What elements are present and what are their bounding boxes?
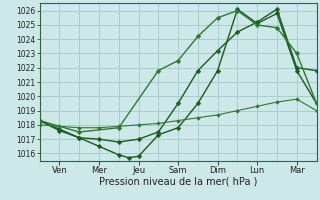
X-axis label: Pression niveau de la mer( hPa ): Pression niveau de la mer( hPa ) [99, 177, 257, 187]
